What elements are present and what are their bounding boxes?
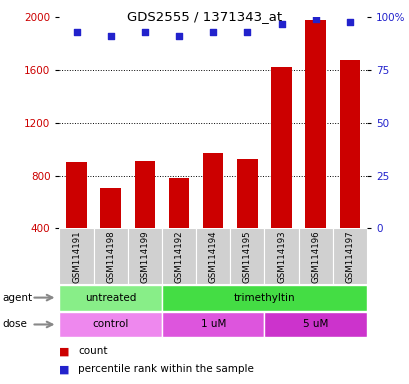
Text: agent: agent: [2, 293, 32, 303]
Bar: [202, 153, 223, 228]
Text: GSM114195: GSM114195: [242, 230, 251, 283]
Point: [346, 18, 352, 25]
Text: count: count: [78, 346, 107, 356]
Bar: [305, 20, 325, 228]
Bar: [196, 228, 230, 284]
Bar: [264, 311, 366, 338]
Bar: [169, 178, 189, 228]
Text: GSM114194: GSM114194: [208, 230, 217, 283]
Bar: [236, 159, 257, 228]
Bar: [339, 60, 359, 228]
Bar: [66, 162, 87, 228]
Bar: [59, 228, 93, 284]
Text: GSM114191: GSM114191: [72, 230, 81, 283]
Bar: [93, 228, 128, 284]
Text: 1 uM: 1 uM: [200, 319, 225, 329]
Point: [107, 33, 114, 40]
Bar: [162, 285, 366, 311]
Text: ■: ■: [59, 364, 73, 374]
Bar: [298, 228, 332, 284]
Text: percentile rank within the sample: percentile rank within the sample: [78, 364, 253, 374]
Bar: [230, 228, 264, 284]
Text: dose: dose: [2, 319, 27, 329]
Bar: [271, 68, 291, 228]
Bar: [59, 285, 162, 311]
Bar: [162, 228, 196, 284]
Text: trimethyltin: trimethyltin: [233, 293, 294, 303]
Text: GSM114198: GSM114198: [106, 230, 115, 283]
Bar: [134, 161, 155, 228]
Text: GDS2555 / 1371343_at: GDS2555 / 1371343_at: [127, 10, 282, 23]
Text: control: control: [92, 319, 128, 329]
Point: [73, 29, 80, 35]
Bar: [332, 228, 366, 284]
Point: [243, 29, 250, 35]
Point: [312, 17, 318, 23]
Text: 5 uM: 5 uM: [302, 319, 328, 329]
Bar: [59, 311, 162, 338]
Bar: [264, 228, 298, 284]
Point: [175, 33, 182, 40]
Text: GSM114192: GSM114192: [174, 230, 183, 283]
Bar: [100, 187, 121, 228]
Text: untreated: untreated: [85, 293, 136, 303]
Text: ■: ■: [59, 346, 73, 356]
Text: GSM114193: GSM114193: [276, 230, 285, 283]
Text: GSM114196: GSM114196: [310, 230, 319, 283]
Text: GSM114199: GSM114199: [140, 230, 149, 283]
Point: [141, 29, 148, 35]
Point: [278, 21, 284, 27]
Bar: [162, 311, 264, 338]
Point: [209, 29, 216, 35]
Bar: [128, 228, 162, 284]
Text: GSM114197: GSM114197: [344, 230, 353, 283]
